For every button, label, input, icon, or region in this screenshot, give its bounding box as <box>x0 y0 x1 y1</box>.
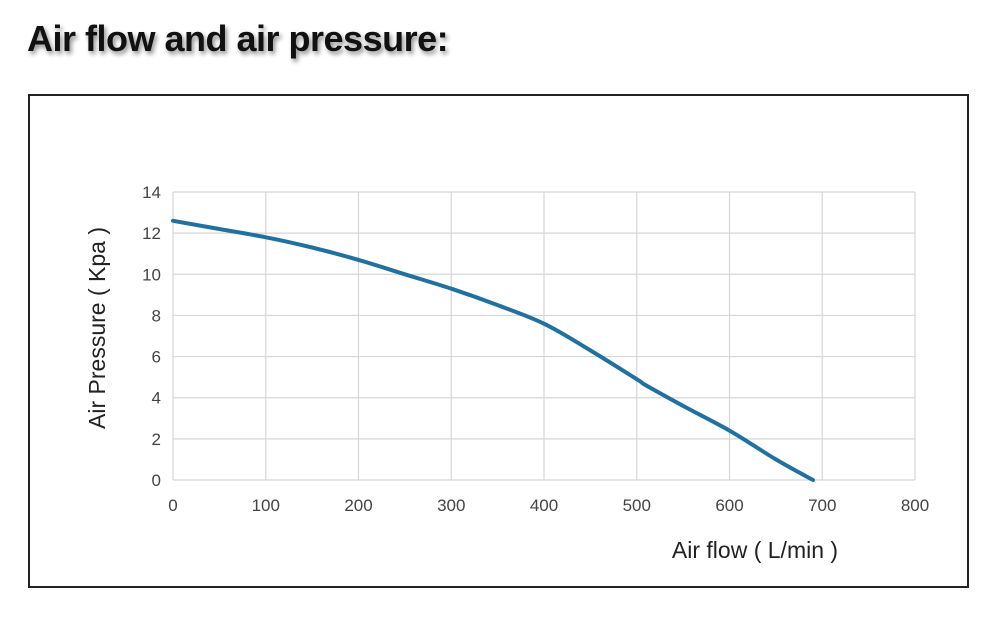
y-axis-label: Air Pressure ( Kpa ) <box>84 227 110 429</box>
series-line <box>171 218 815 482</box>
y-tick-label: 0 <box>152 471 161 490</box>
y-tick-label: 6 <box>152 348 161 367</box>
tick-labels: 0 2 4 6 8 10 12 14 0 100 200 300 400 500 600 700 800 <box>142 183 929 515</box>
air-flow-pressure-chart: 0 2 4 6 8 10 12 14 0 100 200 300 400 500 600 700 800 Air… <box>84 183 929 563</box>
y-tick-label: 10 <box>142 265 161 284</box>
page-title: Air flow and air pressure: <box>27 18 449 59</box>
y-tick-label: 2 <box>152 430 161 449</box>
x-tick-label: 800 <box>901 496 929 515</box>
chart-frame: 0 2 4 6 8 10 12 14 0 100 200 300 400 500 600 700 800 Air… <box>28 94 969 588</box>
y-tick-label: 12 <box>142 224 161 243</box>
x-tick-label: 400 <box>530 496 558 515</box>
x-tick-label: 100 <box>252 496 280 515</box>
x-tick-label: 700 <box>808 496 836 515</box>
x-tick-label: 500 <box>623 496 651 515</box>
x-tick-label: 200 <box>344 496 372 515</box>
y-tick-label: 8 <box>152 306 161 325</box>
y-tick-label: 4 <box>152 389 161 408</box>
x-tick-label: 0 <box>168 496 177 515</box>
x-tick-label: 600 <box>715 496 743 515</box>
series-layer <box>171 218 815 482</box>
x-axis-label: Air flow ( L/min ) <box>672 537 838 563</box>
y-tick-label: 14 <box>142 183 161 202</box>
x-tick-label: 300 <box>437 496 465 515</box>
grid <box>172 191 916 481</box>
